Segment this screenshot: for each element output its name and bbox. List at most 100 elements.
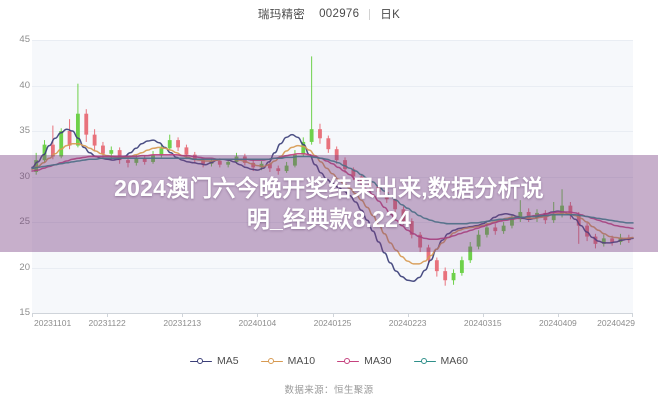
- candle-body: [576, 214, 581, 226]
- y-axis-tick-label: 20: [19, 261, 30, 273]
- x-axis-tick-mark: [482, 313, 484, 317]
- candle-body: [167, 140, 172, 149]
- candle-body: [309, 129, 314, 142]
- grid-line: [32, 85, 633, 87]
- candle-body: [192, 154, 197, 161]
- candle-body: [293, 154, 297, 166]
- data-source-note: 数据来源：恒生聚源: [284, 385, 374, 396]
- watermark-text: 2024澳门六今晚开奖结果出来,数据分析说 明_经典款8.224: [29, 173, 629, 235]
- candle-body: [343, 160, 347, 170]
- candle-body: [318, 129, 322, 139]
- header-divider: [369, 8, 371, 20]
- candle-body: [468, 246, 473, 261]
- candle-body: [201, 160, 206, 164]
- x-axis-tick-label: 20240125: [313, 318, 352, 328]
- grid-line: [32, 267, 633, 269]
- legend-label: MA60: [440, 355, 468, 367]
- y-axis-tick-label: 25: [19, 216, 30, 227]
- candle-body: [301, 141, 306, 155]
- x-axis-tick-label: 20231101: [34, 318, 72, 328]
- legend-label: MA10: [287, 355, 316, 367]
- y-axis-tick-label: 30: [19, 170, 30, 182]
- candle-body: [501, 225, 506, 232]
- period-label[interactable]: 日K: [380, 9, 401, 21]
- candle-body: [393, 199, 398, 210]
- candle-body: [59, 131, 64, 157]
- legend-item-ma60[interactable]: MA60: [413, 355, 468, 367]
- legend-item-ma10[interactable]: MA10: [260, 355, 316, 367]
- legend-label: MA30: [364, 355, 392, 367]
- stock-code: 002976: [319, 8, 360, 20]
- candle-body: [526, 211, 531, 219]
- watermark-line-2: 明_经典款8.224: [246, 205, 412, 232]
- candle-body: [92, 134, 97, 146]
- candle-body: [351, 169, 356, 177]
- legend-marker-icon: [337, 356, 360, 366]
- x-axis-tick-mark: [407, 313, 409, 317]
- candle-body: [50, 144, 55, 157]
- candle-body: [401, 209, 406, 222]
- candle-body: [217, 161, 222, 165]
- candle-body: [585, 225, 590, 237]
- candle-body: [334, 149, 339, 161]
- candle-body: [67, 131, 72, 146]
- candle-body: [142, 158, 147, 162]
- candle-body: [610, 238, 615, 243]
- grid-line: [32, 40, 633, 41]
- x-axis-tick-label: 20240409: [538, 318, 577, 328]
- legend-marker-icon: [413, 356, 436, 366]
- candle-body: [276, 168, 281, 172]
- y-axis-tick-label: 45: [19, 34, 30, 45]
- candle-body: [459, 260, 464, 273]
- x-axis-tick-mark: [257, 313, 259, 317]
- candle-body: [284, 165, 289, 172]
- candle-body: [159, 148, 164, 156]
- legend-item-ma5[interactable]: MA5: [190, 355, 239, 367]
- ma-line-ma60: [31, 155, 634, 225]
- candle-body: [376, 186, 381, 192]
- candle-body: [184, 147, 189, 155]
- candle-body: [426, 247, 431, 261]
- x-axis-tick-label: 20231213: [163, 318, 202, 328]
- legend-marker-icon: [190, 356, 213, 366]
- y-axis-tick-label: 40: [19, 79, 30, 91]
- chart-series: [31, 56, 634, 286]
- y-axis-tick-label: 15: [19, 307, 30, 318]
- candle-body: [126, 160, 130, 163]
- candle-body: [134, 158, 139, 163]
- grid-line: [32, 131, 633, 132]
- candle-body: [551, 213, 556, 221]
- candle-body: [101, 145, 105, 154]
- candle-body: [226, 161, 231, 165]
- legend-marker-icon: [260, 356, 283, 366]
- chart-header: 瑞玛精密 002976 日K: [0, 0, 658, 28]
- candle-body: [485, 227, 489, 235]
- candle-body: [84, 113, 89, 135]
- x-axis-tick-mark: [332, 313, 334, 317]
- y-axis-labels: 45 40 35 30 25 20 15: [0, 35, 30, 318]
- x-axis-tick-mark: [107, 313, 109, 317]
- candle-body: [568, 205, 573, 215]
- candle-body: [267, 163, 272, 169]
- candle-body: [359, 176, 364, 182]
- candle-body: [34, 160, 39, 172]
- legend-item-ma30[interactable]: MA30: [337, 355, 392, 367]
- stock-name: 瑞玛精密: [257, 9, 306, 21]
- x-axis-tick-label: 20240429: [597, 318, 635, 328]
- watermark-overlay: 2024澳门六今晚开奖结果出来,数据分析说 明_经典款8.224: [0, 155, 658, 252]
- x-axis-tick-label: 20240104: [238, 318, 277, 328]
- x-axis-tick-label: 20240223: [388, 318, 427, 328]
- candle-body: [42, 144, 47, 161]
- candle-body: [368, 181, 372, 187]
- grid-line: [32, 222, 633, 223]
- chart-legend: MA5 MA10 MA30 MA60: [0, 352, 658, 370]
- watermark-line-1: 2024澳门六今晚开奖结果出来,数据分析说: [114, 174, 544, 201]
- candle-body: [384, 191, 389, 200]
- legend-label: MA5: [217, 355, 239, 367]
- candle-body: [418, 234, 423, 248]
- candle-body: [109, 150, 114, 154]
- candle-body: [326, 138, 331, 150]
- candle-body: [443, 271, 448, 281]
- plot-wrapper: 45 40 35 30 25 20 15 20231101 20231122 20231213 2…: [0, 28, 658, 329]
